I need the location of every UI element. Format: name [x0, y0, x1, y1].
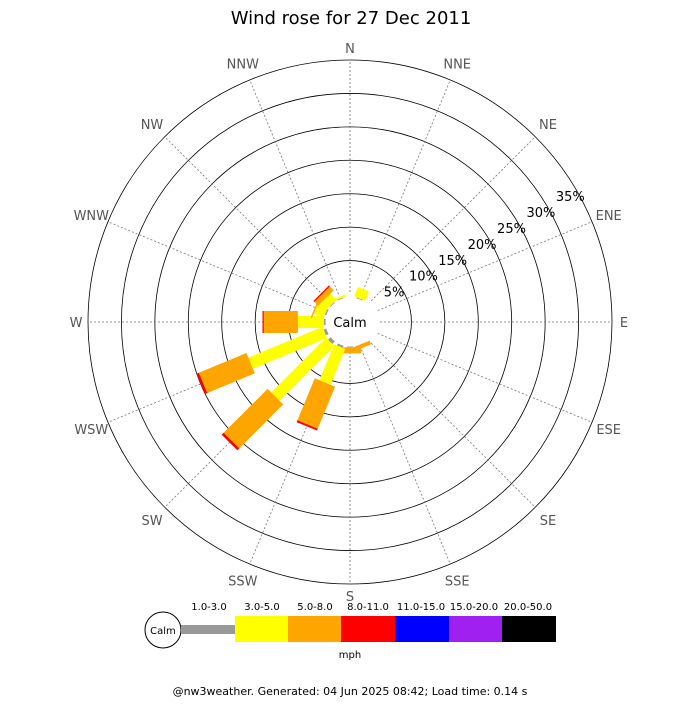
radial-tick-label-3: 15%: [438, 254, 467, 269]
legend-bar-bin-6: [449, 616, 502, 642]
bar-ssw-bin-2: [319, 344, 346, 385]
direction-label-w: W: [70, 316, 83, 331]
bar-nne-bin-2: [354, 287, 370, 301]
footer-text: @nw3weather. Generated: 04 Jun 2025 08:4…: [173, 685, 528, 698]
direction-label-ene: ENE: [596, 209, 622, 224]
bar-sw-bin-4: [221, 432, 240, 451]
bar-ssw-bin-3: [297, 378, 336, 429]
legend-label-bin-4: 8.0-11.0: [347, 602, 389, 613]
radial-tick-label-1: 5%: [384, 286, 405, 301]
spoke-ssw: [249, 349, 339, 565]
legend-label-bin-1: 1.0-3.0: [191, 602, 226, 613]
legend-bar-bin-5: [395, 616, 449, 642]
legend-label-bin-6: 15.0-20.0: [450, 602, 498, 613]
direction-label-sse: SSE: [445, 575, 470, 590]
spoke-nne: [361, 79, 451, 295]
spoke-ene: [377, 221, 593, 311]
chart-title: Wind rose for 27 Dec 2011: [231, 8, 472, 29]
direction-label-nne: NNE: [443, 57, 471, 72]
legend-label-bin-5: 11.0-15.0: [397, 602, 445, 613]
direction-labels: N NNE NE ENE E ESE SE SSE S SSW SW WSW W WNW NW NNW: [70, 42, 629, 605]
radial-tick-label-4: 20%: [468, 238, 497, 253]
radial-tick-label-7: 35%: [556, 190, 585, 205]
calm-circle: [325, 297, 375, 347]
direction-label-s: S: [346, 590, 354, 605]
direction-label-ssw: SSW: [228, 575, 258, 590]
bar-ssw-bin-4: [296, 420, 318, 431]
direction-label-n: N: [345, 42, 355, 57]
radial-tick-label-2: 10%: [409, 270, 438, 285]
legend-label-bin-7: 20.0-50.0: [504, 602, 552, 613]
grid-ring-7: [87, 59, 613, 585]
legend-label-bin-2: 3.0-5.0: [244, 602, 279, 613]
direction-label-wsw: WSW: [74, 423, 108, 438]
legend-unit-label: mph: [339, 650, 361, 661]
radial-tick-label-6: 30%: [526, 206, 555, 221]
direction-label-nw: NW: [141, 118, 164, 133]
spoke-se: [370, 342, 536, 508]
radial-tick-labels: 5% 10%15%20%25%30%35%: [384, 190, 585, 301]
bar-sw-bin-1: [328, 335, 337, 344]
spoke-ese: [377, 333, 593, 423]
bar-sw-bin-3: [223, 388, 284, 449]
bar-nw-bin-3: [314, 286, 334, 306]
legend-label-bin-3: 5.0-8.0: [297, 602, 332, 613]
bar-nw-bin-2: [321, 293, 337, 309]
bar-sw-bin-2: [271, 337, 335, 401]
legend-bar-bin-4: [341, 616, 395, 642]
spoke-nw: [164, 136, 330, 302]
bar-wnw-bin-2: [313, 302, 329, 318]
legend-bar-bin-3: [288, 616, 341, 642]
bar-nnw-bin-2: [334, 294, 346, 301]
direction-label-se: SE: [540, 514, 556, 529]
spoke-wnw: [107, 221, 323, 311]
radial-tick-label-5: 25%: [497, 222, 526, 237]
grid-ring-4: [187, 159, 513, 485]
direction-label-ese: ESE: [596, 423, 621, 438]
grid-ring-6: [121, 93, 579, 551]
calm-center: Calm: [325, 297, 375, 347]
bar-wsw-bin-4: [196, 372, 208, 395]
polar-grid: [87, 59, 613, 585]
bar-wsw-bin-2: [248, 326, 327, 369]
direction-label-sw: SW: [141, 514, 162, 529]
legend-bar-bin-1: [181, 625, 235, 634]
spoke-nnw: [249, 79, 339, 295]
bar-w-bin-3: [263, 311, 298, 333]
grid-ring-3: [221, 193, 479, 451]
spoke-ne: [370, 136, 536, 302]
spoke-wsw: [107, 333, 323, 423]
bar-w-bin-4: [262, 311, 264, 333]
direction-label-ne: NE: [539, 118, 557, 133]
direction-label-nnw: NNW: [227, 57, 259, 72]
bar-nw-bin-4: [313, 285, 330, 302]
calm-label: Calm: [333, 316, 366, 331]
speed-legend: Calm mph 1.0-3.0 3.0-5.0 5.0-8.0 8.0-11.0 11…: [144, 602, 556, 661]
spoke-sse: [361, 349, 451, 565]
bar-wsw-bin-3: [198, 353, 255, 393]
direction-label-e: E: [620, 316, 628, 331]
legend-calm-label: Calm: [150, 626, 176, 637]
direction-label-wnw: WNW: [74, 209, 110, 224]
wind-bars: [196, 285, 372, 451]
bar-w-bin-2: [297, 316, 324, 328]
legend-bar-bin-2: [235, 616, 288, 642]
legend-bar-bin-7: [502, 616, 556, 642]
